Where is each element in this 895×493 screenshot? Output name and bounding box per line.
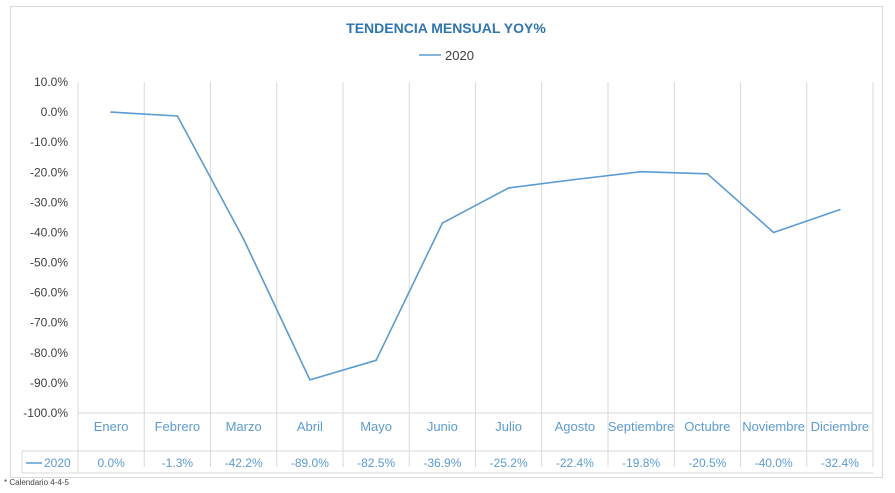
- data-point: [507, 187, 510, 189]
- data-table-value: -19.8%: [622, 456, 660, 470]
- data-table-value: -20.5%: [688, 456, 726, 470]
- data-point: [110, 111, 112, 113]
- footnote: * Calendario 4-4-5: [4, 478, 69, 487]
- table-series-name: 2020: [44, 456, 71, 470]
- data-table-value: 0.0%: [97, 456, 125, 470]
- x-tick-label: Julio: [495, 419, 522, 434]
- legend-label-2020: 2020: [445, 48, 474, 63]
- data-table-value: -82.5%: [357, 456, 395, 470]
- data-point: [309, 379, 311, 381]
- data-point: [176, 115, 179, 117]
- data-table-value: -22.4%: [556, 456, 594, 470]
- x-tick-label: Septiembre: [608, 419, 674, 434]
- y-tick-label: -20.0%: [30, 165, 68, 179]
- y-tick-label: -40.0%: [30, 225, 68, 239]
- chart-area: [10, 6, 883, 478]
- data-table-value: -36.9%: [423, 456, 461, 470]
- data-table-value: -32.4%: [821, 456, 859, 470]
- data-point: [772, 231, 775, 234]
- data-table-value: -42.2%: [225, 456, 263, 470]
- data-point: [640, 170, 642, 173]
- data-point: [706, 172, 709, 175]
- data-point: [242, 238, 245, 240]
- y-tick-label: 10.0%: [34, 75, 68, 89]
- y-tick-label: -90.0%: [30, 376, 68, 390]
- y-tick-label: -50.0%: [30, 256, 68, 270]
- y-tick-label: -30.0%: [30, 195, 68, 209]
- y-tick-label: -60.0%: [30, 286, 68, 300]
- x-tick-label: Octubre: [684, 419, 730, 434]
- x-tick-label: Febrero: [155, 419, 201, 434]
- chart-title: TENDENCIA MENSUAL YOY%: [346, 20, 546, 36]
- y-tick-label: -10.0%: [30, 135, 68, 149]
- data-point: [441, 222, 444, 224]
- data-point: [574, 178, 576, 181]
- y-tick-label: 0.0%: [41, 105, 69, 119]
- y-tick-label: -100.0%: [23, 406, 68, 420]
- x-tick-label: Diciembre: [811, 419, 870, 434]
- x-tick-label: Marzo: [226, 419, 262, 434]
- y-tick-label: -70.0%: [30, 316, 68, 330]
- data-table-value: -1.3%: [162, 456, 194, 470]
- x-tick-label: Noviembre: [742, 419, 805, 434]
- data-point: [375, 359, 377, 362]
- x-tick-label: Abril: [297, 419, 323, 434]
- x-tick-label: Mayo: [360, 419, 392, 434]
- series-line-2020: [111, 111, 841, 381]
- x-tick-label: Junio: [427, 419, 458, 434]
- data-point: [839, 208, 841, 211]
- x-tick-label: Agosto: [555, 419, 595, 434]
- data-table-value: -25.2%: [490, 456, 528, 470]
- x-tick-label: Enero: [94, 419, 129, 434]
- data-table-value: -89.0%: [291, 456, 329, 470]
- data-table-value: -40.0%: [755, 456, 793, 470]
- legend: 2020: [419, 48, 474, 63]
- y-tick-label: -80.0%: [30, 346, 68, 360]
